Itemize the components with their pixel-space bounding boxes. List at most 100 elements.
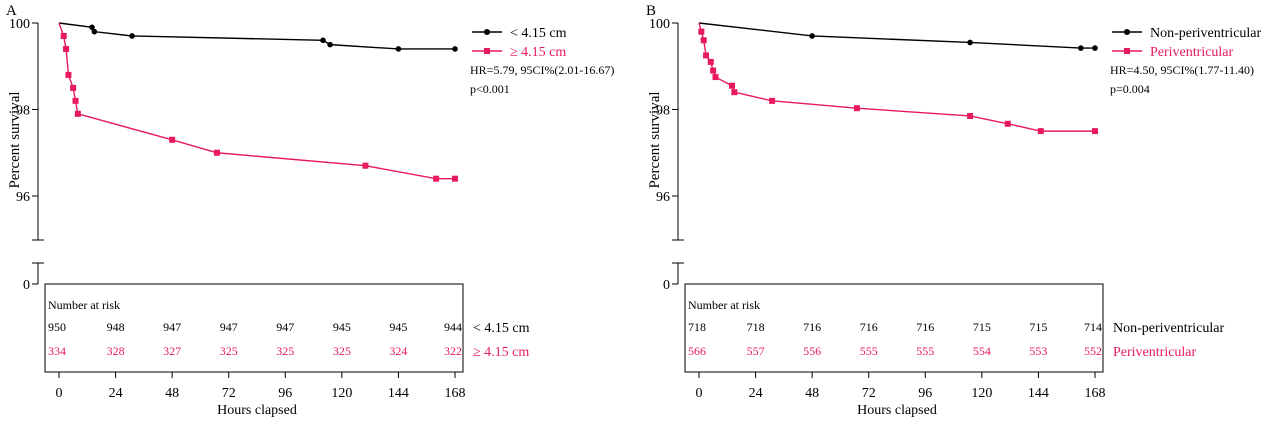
x-tick-label: 0 — [56, 386, 63, 401]
risk-table-row-label: Non-periventricular — [1113, 321, 1225, 336]
risk-table-cell: 716 — [860, 320, 878, 334]
data-point — [74, 110, 81, 117]
data-point — [91, 28, 98, 35]
risk-table-cell: 947 — [276, 320, 294, 334]
risk-table-cell: 557 — [747, 344, 765, 358]
risk-table-cell: 948 — [107, 320, 125, 334]
legend-label: Non-periventricular — [1150, 26, 1262, 41]
risk-table-cell: 718 — [688, 320, 706, 334]
y-break-tick-label: 0 — [663, 278, 670, 293]
risk-table-title: Number at risk — [688, 298, 760, 312]
data-point — [712, 74, 719, 81]
legend-marker — [1124, 48, 1130, 54]
y-tick-label: 98 — [656, 104, 670, 119]
panel-label: B — [646, 3, 656, 19]
risk-table-cell: 718 — [747, 320, 765, 334]
stats-text: HR=4.50, 95CI%(1.77-11.40) — [1110, 63, 1254, 77]
y-tick-label: 98 — [16, 104, 30, 119]
legend-label: ≥ 4.15 cm — [510, 45, 566, 60]
risk-table-cell: 552 — [1084, 344, 1102, 358]
x-tick-label: 0 — [696, 386, 703, 401]
legend-label: < 4.15 cm — [510, 26, 567, 41]
x-axis-label: Hours clapsed — [217, 403, 297, 418]
risk-table-row-label: Periventricular — [1113, 345, 1197, 360]
data-point — [1078, 45, 1084, 51]
x-tick-label: 168 — [445, 386, 466, 401]
risk-table-cell: 554 — [973, 344, 991, 358]
x-axis-label: Hours clapsed — [857, 403, 937, 418]
x-tick-label: 24 — [749, 386, 763, 401]
data-point — [853, 105, 860, 112]
risk-table-cell: 327 — [163, 344, 181, 358]
data-point — [698, 28, 705, 35]
risk-table-cell: 328 — [107, 344, 125, 358]
y-tick-label: 100 — [9, 17, 30, 32]
risk-table-cell: 714 — [1084, 320, 1102, 334]
x-tick-label: 168 — [1085, 386, 1106, 401]
data-point — [452, 175, 458, 182]
stats-text: p=0.004 — [1110, 82, 1150, 96]
risk-table-cell: 556 — [803, 344, 821, 358]
stats-text: HR=5.79, 95CI%(2.01-16.67) — [470, 63, 614, 77]
risk-table-cell: 715 — [1029, 320, 1047, 334]
y-tick-label: 96 — [16, 190, 30, 205]
risk-table-row-label: ≥ 4.15 cm — [473, 345, 529, 360]
x-tick-label: 120 — [971, 386, 992, 401]
x-tick-label: 144 — [388, 386, 409, 401]
data-point — [809, 33, 815, 39]
panel-label: A — [6, 3, 17, 19]
y-axis-label: Percent survival — [647, 91, 663, 188]
risk-table-cell: 945 — [389, 320, 407, 334]
risk-table-cell: 555 — [860, 344, 878, 358]
data-point — [1004, 120, 1011, 127]
risk-table-cell: 716 — [803, 320, 821, 334]
data-point — [213, 149, 220, 156]
x-tick-label: 24 — [109, 386, 123, 401]
data-point — [703, 52, 710, 59]
x-tick-label: 96 — [918, 386, 932, 401]
risk-table-cell: 566 — [688, 344, 706, 358]
data-point — [65, 71, 72, 78]
risk-table-cell: 944 — [444, 320, 462, 334]
data-point — [707, 58, 714, 65]
x-tick-label: 144 — [1028, 386, 1049, 401]
data-point — [72, 97, 79, 104]
data-point — [327, 41, 333, 48]
risk-table-title: Number at risk — [48, 298, 120, 312]
data-point — [63, 45, 70, 52]
risk-table-cell: 322 — [444, 344, 462, 358]
risk-table-cell: 325 — [333, 344, 351, 358]
data-point — [89, 24, 95, 31]
data-point — [362, 162, 369, 169]
risk-table-cell: 715 — [973, 320, 991, 334]
data-point — [320, 37, 326, 44]
data-point — [1092, 45, 1098, 51]
legend-marker — [1124, 29, 1130, 35]
risk-table-cell: 950 — [48, 320, 66, 334]
y-axis-label: Percent survival — [7, 91, 23, 188]
data-point — [60, 32, 67, 39]
risk-table-cell: 325 — [276, 344, 294, 358]
y-tick-label: 96 — [656, 190, 670, 205]
risk-table-cell: 325 — [220, 344, 238, 358]
x-tick-label: 72 — [222, 386, 236, 401]
data-point — [1037, 128, 1044, 135]
x-tick-label: 48 — [805, 386, 819, 401]
x-tick-label: 120 — [331, 386, 352, 401]
stats-text: p<0.001 — [470, 82, 510, 96]
risk-table-cell: 334 — [48, 344, 66, 358]
data-point — [731, 89, 738, 96]
data-point — [710, 67, 717, 74]
data-point — [967, 112, 974, 119]
survival-curve-reference — [58, 22, 455, 50]
data-point — [967, 39, 973, 46]
data-point — [452, 46, 458, 52]
risk-table-cell: 947 — [220, 320, 238, 334]
data-point — [395, 46, 402, 52]
risk-table-cell: 555 — [916, 344, 934, 358]
data-point — [169, 136, 176, 143]
data-point — [1092, 128, 1098, 135]
